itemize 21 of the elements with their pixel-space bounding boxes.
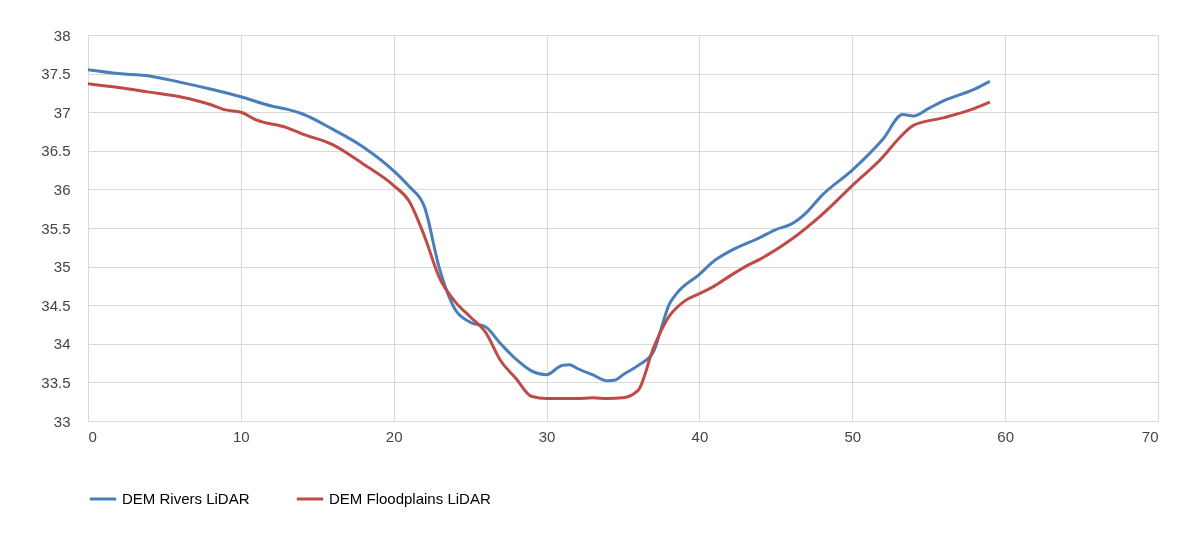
x-tick-label: 50: [844, 427, 862, 445]
y-tick-label: 35: [53, 258, 71, 276]
y-tick-label: 37.5: [41, 65, 71, 83]
y-tick-label: 34.5: [41, 296, 71, 314]
y-tick-label: 38: [53, 26, 71, 44]
y-tick-label: 35.5: [41, 219, 71, 237]
y-tick-label: 36.5: [41, 142, 71, 160]
x-tick-label: 20: [385, 427, 403, 445]
x-tick-label: 0: [88, 427, 97, 445]
x-tick-label: 40: [691, 427, 709, 445]
legend-label: DEM Rivers LiDAR: [122, 490, 250, 507]
x-tick-label: 10: [233, 427, 250, 445]
y-tick-label: 33.5: [41, 373, 71, 391]
y-tick-label: 36: [53, 180, 71, 198]
y-tick-label: 37: [53, 103, 71, 121]
legend-label: DEM Floodplains LiDAR: [329, 490, 491, 507]
x-tick-label: 30: [538, 427, 556, 445]
x-tick-label: 70: [1141, 427, 1159, 445]
y-tick-label: 34: [53, 335, 71, 353]
y-tick-label: 33: [53, 412, 71, 430]
x-tick-label: 60: [997, 427, 1014, 445]
